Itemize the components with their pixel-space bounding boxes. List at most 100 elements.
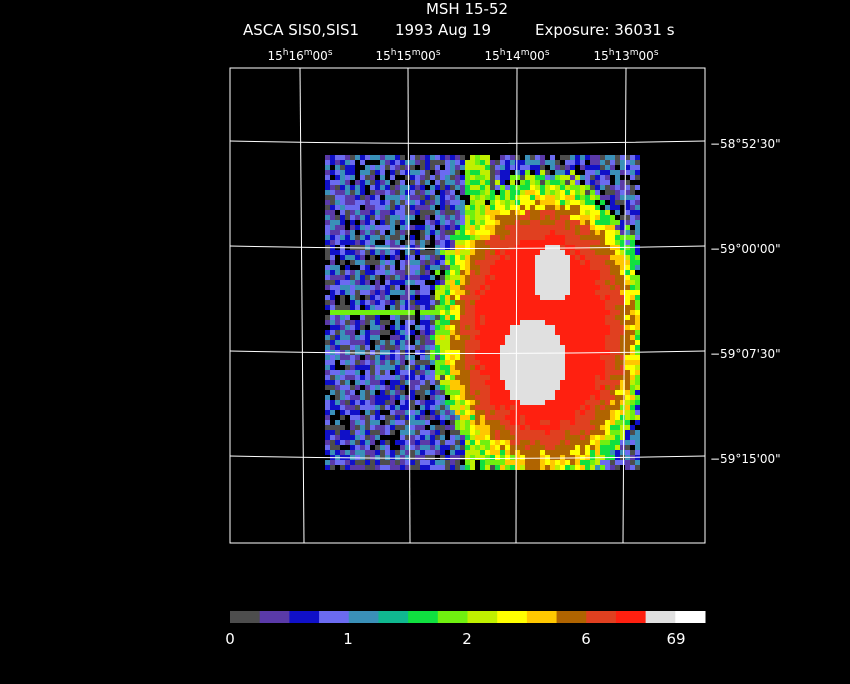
- pixel: [545, 355, 550, 360]
- pixel: [485, 160, 490, 165]
- pixel: [585, 405, 590, 410]
- pixel: [365, 460, 370, 465]
- pixel: [350, 190, 355, 195]
- pixel: [325, 175, 330, 180]
- pixel: [560, 360, 565, 365]
- pixel: [495, 265, 500, 270]
- pixel: [455, 465, 460, 470]
- pixel: [390, 305, 395, 310]
- pixel: [460, 355, 465, 360]
- pixel: [380, 245, 385, 250]
- pixel: [460, 375, 465, 380]
- pixel: [585, 365, 590, 370]
- pixel: [600, 210, 605, 215]
- pixel: [530, 390, 535, 395]
- pixel: [360, 415, 365, 420]
- pixel: [470, 350, 475, 355]
- pixel: [570, 155, 575, 160]
- pixel: [350, 260, 355, 265]
- pixel: [625, 215, 630, 220]
- pixel: [605, 430, 610, 435]
- pixel: [620, 240, 625, 245]
- pixel: [630, 305, 635, 310]
- pixel: [355, 310, 360, 315]
- pixel: [565, 295, 570, 300]
- pixel: [575, 195, 580, 200]
- pixel: [620, 250, 625, 255]
- pixel: [465, 430, 470, 435]
- pixel: [370, 425, 375, 430]
- pixel: [565, 235, 570, 240]
- pixel: [495, 235, 500, 240]
- pixel: [525, 340, 530, 345]
- pixel: [375, 295, 380, 300]
- pixel: [555, 430, 560, 435]
- pixel: [615, 330, 620, 335]
- pixel: [620, 260, 625, 265]
- pixel: [615, 255, 620, 260]
- colorbar: 0 1 2 6 69: [225, 611, 706, 648]
- pixel: [495, 380, 500, 385]
- pixel: [485, 235, 490, 240]
- pixel: [415, 435, 420, 440]
- pixel: [570, 310, 575, 315]
- pixel: [550, 355, 555, 360]
- pixel: [620, 270, 625, 275]
- pixel: [615, 320, 620, 325]
- pixel: [415, 440, 420, 445]
- pixel: [445, 220, 450, 225]
- pixel: [480, 320, 485, 325]
- pixel: [555, 420, 560, 425]
- pixel: [375, 320, 380, 325]
- pixel: [450, 430, 455, 435]
- pixel: [605, 165, 610, 170]
- pixel: [540, 340, 545, 345]
- pixel: [525, 465, 530, 470]
- pixel: [470, 375, 475, 380]
- pixel: [445, 275, 450, 280]
- pixel: [395, 270, 400, 275]
- pixel: [435, 220, 440, 225]
- pixel: [350, 240, 355, 245]
- pixel: [585, 320, 590, 325]
- pixel: [415, 380, 420, 385]
- pixel: [430, 275, 435, 280]
- pixel: [430, 165, 435, 170]
- pixel: [415, 170, 420, 175]
- pixel: [600, 340, 605, 345]
- pixel: [440, 425, 445, 430]
- pixel: [585, 275, 590, 280]
- pixel: [360, 360, 365, 365]
- pixel: [635, 305, 640, 310]
- pixel: [495, 205, 500, 210]
- pixel: [335, 440, 340, 445]
- pixel: [510, 425, 515, 430]
- pixel: [490, 315, 495, 320]
- pixel: [340, 410, 345, 415]
- pixel: [435, 385, 440, 390]
- pixel: [505, 380, 510, 385]
- pixel: [500, 200, 505, 205]
- pixel: [585, 440, 590, 445]
- pixel: [335, 205, 340, 210]
- pixel: [425, 160, 430, 165]
- pixel: [615, 380, 620, 385]
- pixel: [520, 425, 525, 430]
- pixel: [355, 450, 360, 455]
- pixel: [490, 240, 495, 245]
- pixel: [630, 320, 635, 325]
- pixel: [595, 395, 600, 400]
- pixel: [410, 255, 415, 260]
- pixel: [600, 195, 605, 200]
- pixel: [415, 305, 420, 310]
- pixel: [475, 260, 480, 265]
- pixel: [560, 290, 565, 295]
- pixel: [605, 415, 610, 420]
- pixel: [325, 460, 330, 465]
- pixel: [355, 465, 360, 470]
- pixel: [340, 440, 345, 445]
- pixel: [600, 200, 605, 205]
- pixel: [510, 245, 515, 250]
- pixel: [580, 205, 585, 210]
- pixel: [585, 310, 590, 315]
